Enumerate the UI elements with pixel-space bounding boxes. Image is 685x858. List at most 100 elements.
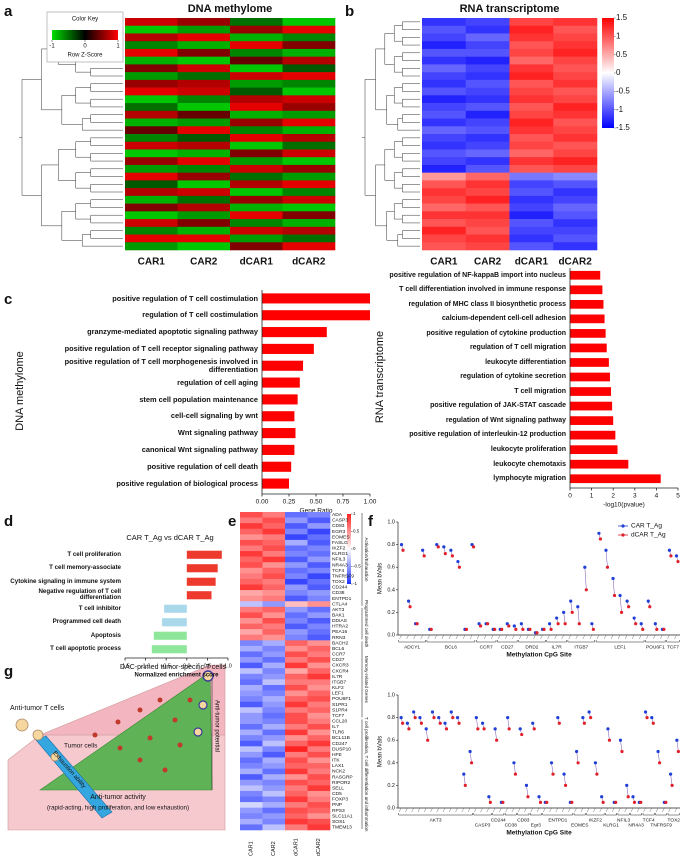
x-tick [547, 634, 550, 640]
bar [186, 564, 218, 573]
point [556, 622, 560, 626]
group-label: TCF7 [667, 644, 679, 650]
heatmap-cell [240, 768, 263, 775]
bar [262, 444, 295, 455]
point [614, 800, 618, 804]
group-label: ADCY1 [404, 644, 420, 650]
heatmap-cell [262, 696, 286, 702]
point [478, 624, 483, 628]
heatmap-cell [177, 141, 231, 150]
heatmap-cell [262, 729, 286, 736]
heatmap-cell [262, 573, 286, 580]
heatmap-cell [177, 203, 231, 212]
heatmap-cell [262, 684, 286, 691]
heatmap-cell [307, 790, 331, 797]
x-tick-label: 0.75 [337, 499, 350, 506]
heatmap-cell [262, 813, 286, 820]
heatmap-cell [230, 25, 283, 34]
heatmap-cell [240, 556, 263, 563]
heatmap-cell [125, 25, 178, 34]
point [477, 622, 481, 626]
dendrogram [384, 33, 395, 65]
point [464, 627, 469, 631]
point [646, 599, 650, 603]
point [634, 622, 638, 626]
x-axis-label: Methylation CpG Site [506, 830, 572, 837]
heatmap-cell [230, 110, 283, 119]
dendrogram [397, 234, 420, 247]
heatmap-cell [125, 110, 178, 119]
point [462, 772, 466, 776]
point [597, 531, 601, 535]
point [412, 710, 416, 714]
heatmap-cell [307, 584, 331, 591]
x-tick-label: 0.0 [183, 663, 191, 669]
point [549, 761, 554, 765]
heatmap-cell [125, 41, 178, 50]
heatmap-cell [307, 590, 331, 596]
pair-link [469, 751, 472, 763]
heatmap-cell [262, 785, 286, 792]
point [641, 627, 645, 631]
heatmap-cell [422, 203, 467, 212]
heatmap-cell [285, 724, 308, 730]
heatmap-cell [307, 796, 331, 803]
heatmap-cell [509, 180, 554, 189]
heatmap-cell [282, 110, 336, 119]
x-tick [524, 807, 527, 813]
heatmap-cell [553, 149, 598, 158]
heatmap-cell [262, 567, 286, 574]
point [582, 721, 586, 725]
point [650, 716, 654, 720]
y-tick-label: 0.0 [387, 805, 395, 811]
point [430, 710, 435, 714]
pair-link [657, 751, 660, 763]
x-tick-label: 0.50 [310, 499, 323, 506]
heatmap-cell [282, 219, 336, 228]
column-label: dCAR2 [558, 257, 592, 268]
heatmap-cell [240, 578, 263, 585]
heatmap-cell [553, 211, 598, 220]
panel-label: d [4, 513, 13, 530]
heatmap-cell [262, 790, 286, 797]
heatmap-cell [262, 824, 286, 831]
x-tick-label: 5 [676, 493, 680, 500]
heatmap-cell [509, 195, 554, 204]
dendrogram [386, 211, 398, 241]
x-tick-label: 0 [568, 493, 572, 500]
group-label: NR4A3 [628, 822, 644, 828]
heatmap-cell [177, 234, 231, 243]
x-tick [624, 634, 628, 640]
x-tick [660, 634, 663, 640]
heatmap-cell [240, 774, 263, 781]
heatmap-cell [285, 818, 308, 825]
point [507, 727, 511, 731]
heatmap-cell [230, 164, 283, 173]
heatmap-cell [285, 796, 308, 803]
x-tick-label: 4 [655, 493, 659, 500]
heatmap-cell [422, 72, 467, 81]
heatmap-cell [240, 779, 263, 786]
heatmap-cell [307, 707, 331, 714]
heatmap-cell [465, 79, 510, 88]
category-label: T cell apoptotic process [50, 645, 121, 652]
illustration-text: (rapid-acting, high proliferation, and l… [47, 805, 189, 812]
point [413, 716, 417, 720]
color-key-tick-label: 0 [83, 44, 87, 50]
heatmap-cell [285, 640, 308, 647]
x-tick [476, 634, 480, 640]
heatmap-cell [465, 219, 510, 228]
legend-swatch [621, 524, 625, 528]
bar [262, 343, 314, 354]
heatmap-cell [230, 95, 283, 104]
x-tick [434, 634, 437, 640]
heatmap-cell [509, 157, 554, 166]
point [562, 610, 566, 615]
point [575, 749, 579, 754]
x-tick [411, 807, 414, 813]
y-tick-label: 1.0 [387, 692, 395, 698]
point [600, 795, 604, 799]
point [676, 749, 680, 754]
group-bracket [666, 640, 680, 643]
heatmap-cell [285, 696, 308, 702]
